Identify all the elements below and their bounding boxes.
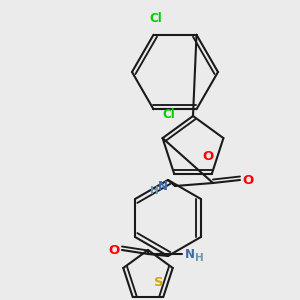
Text: O: O xyxy=(242,173,253,187)
Text: O: O xyxy=(202,149,213,163)
Text: H: H xyxy=(195,253,203,263)
Text: Cl: Cl xyxy=(149,12,162,25)
Text: N: N xyxy=(158,179,168,193)
Text: N: N xyxy=(185,248,195,260)
Text: O: O xyxy=(108,244,120,256)
Text: H: H xyxy=(150,186,158,196)
Text: S: S xyxy=(154,276,164,289)
Text: Cl: Cl xyxy=(162,108,175,121)
